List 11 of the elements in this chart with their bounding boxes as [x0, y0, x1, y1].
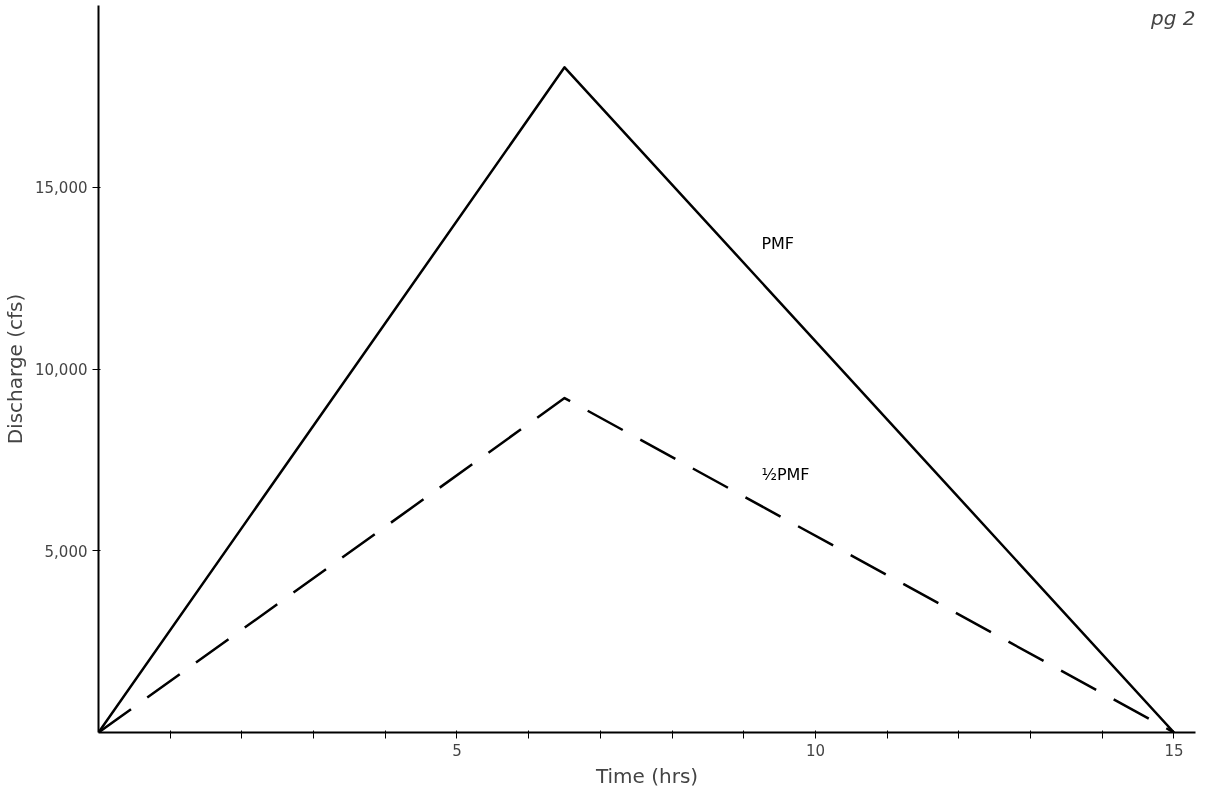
x-tick-label: 5 [452, 741, 462, 760]
y-tick-label: 5,000 [44, 542, 88, 561]
x-tick-label: 15 [1164, 741, 1184, 760]
annotation: pg 2 [1150, 5, 1196, 30]
x-tick-label: 10 [805, 741, 826, 760]
x-axis-title: Time (hrs) [594, 763, 699, 788]
y-tick-label: 10,000 [35, 361, 88, 379]
series-label: ½PMF [761, 465, 810, 485]
y-tick-label: 15,000 [35, 179, 88, 198]
y-axis-title: Discharge (cfs) [3, 293, 28, 445]
series-label: PMF [761, 233, 795, 253]
